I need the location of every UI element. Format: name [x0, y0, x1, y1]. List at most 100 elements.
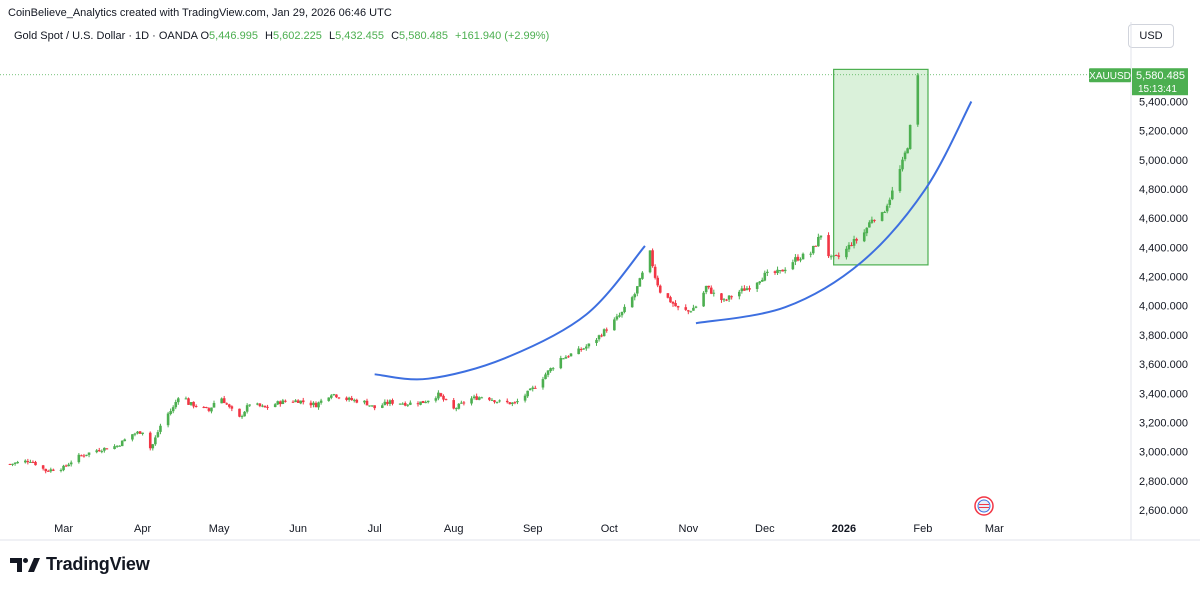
- candle[interactable]: [653, 264, 657, 280]
- candle[interactable]: [709, 285, 713, 295]
- candle[interactable]: [891, 186, 894, 201]
- candle[interactable]: [13, 462, 17, 466]
- candle[interactable]: [327, 397, 331, 402]
- candle[interactable]: [421, 400, 425, 404]
- candle[interactable]: [837, 252, 841, 260]
- candle[interactable]: [434, 396, 438, 403]
- currency-selector[interactable]: USD: [1128, 24, 1174, 48]
- candle[interactable]: [248, 404, 251, 407]
- candle[interactable]: [370, 405, 374, 407]
- candle[interactable]: [222, 395, 226, 404]
- candle[interactable]: [727, 295, 731, 303]
- candle[interactable]: [103, 447, 106, 453]
- candle[interactable]: [276, 400, 280, 406]
- candle[interactable]: [707, 285, 710, 290]
- candle[interactable]: [355, 398, 359, 404]
- candle[interactable]: [62, 464, 65, 472]
- candle[interactable]: [159, 423, 162, 435]
- candle[interactable]: [888, 197, 892, 208]
- candle[interactable]: [230, 405, 234, 412]
- candle[interactable]: [299, 400, 302, 405]
- candle[interactable]: [403, 401, 407, 407]
- candle[interactable]: [523, 393, 527, 403]
- candle[interactable]: [345, 396, 348, 402]
- candle[interactable]: [613, 317, 616, 331]
- candle[interactable]: [439, 392, 443, 398]
- candle[interactable]: [633, 292, 637, 301]
- candle[interactable]: [602, 328, 606, 337]
- candle[interactable]: [319, 398, 323, 405]
- candle[interactable]: [508, 401, 512, 405]
- candle[interactable]: [444, 398, 448, 401]
- candle[interactable]: [498, 399, 501, 403]
- candle[interactable]: [794, 254, 797, 266]
- candle[interactable]: [347, 396, 351, 402]
- candle[interactable]: [202, 406, 206, 409]
- candle[interactable]: [77, 453, 81, 464]
- candle[interactable]: [620, 311, 624, 318]
- candle[interactable]: [123, 438, 127, 442]
- candle[interactable]: [692, 304, 695, 311]
- candle[interactable]: [773, 270, 777, 275]
- candle[interactable]: [46, 469, 50, 472]
- candle[interactable]: [416, 401, 420, 407]
- candle[interactable]: [437, 390, 440, 401]
- candle[interactable]: [16, 460, 19, 464]
- candle[interactable]: [462, 400, 466, 406]
- candle[interactable]: [641, 271, 644, 280]
- candle[interactable]: [406, 404, 410, 407]
- candle[interactable]: [258, 403, 262, 408]
- candle[interactable]: [630, 295, 634, 308]
- candle[interactable]: [832, 255, 835, 260]
- candle[interactable]: [648, 250, 652, 274]
- candle[interactable]: [212, 400, 216, 408]
- candle[interactable]: [477, 396, 481, 401]
- candle[interactable]: [595, 337, 598, 346]
- candle[interactable]: [373, 405, 376, 411]
- candle[interactable]: [52, 468, 55, 472]
- candle[interactable]: [80, 454, 83, 457]
- candle[interactable]: [138, 431, 142, 434]
- candle[interactable]: [722, 298, 726, 302]
- candle[interactable]: [551, 366, 555, 371]
- candle[interactable]: [674, 300, 677, 307]
- candle[interactable]: [44, 468, 47, 474]
- candle[interactable]: [312, 401, 315, 408]
- candle[interactable]: [314, 401, 318, 408]
- candle[interactable]: [279, 400, 282, 407]
- candle[interactable]: [220, 397, 223, 404]
- candle[interactable]: [294, 399, 297, 403]
- candle[interactable]: [210, 407, 213, 414]
- candle[interactable]: [569, 352, 573, 357]
- candle[interactable]: [317, 401, 320, 410]
- candle[interactable]: [460, 400, 463, 404]
- candle[interactable]: [154, 435, 157, 446]
- candle[interactable]: [409, 400, 412, 406]
- candle[interactable]: [136, 431, 139, 435]
- candle[interactable]: [829, 254, 833, 260]
- candle[interactable]: [243, 410, 246, 417]
- candle[interactable]: [454, 407, 458, 412]
- candle[interactable]: [720, 293, 723, 303]
- candle[interactable]: [852, 235, 856, 249]
- candle[interactable]: [799, 257, 802, 263]
- candle[interactable]: [763, 270, 767, 282]
- candle[interactable]: [490, 398, 494, 401]
- candle[interactable]: [819, 235, 823, 240]
- candle[interactable]: [669, 295, 672, 303]
- candle[interactable]: [511, 402, 514, 407]
- candle[interactable]: [480, 396, 484, 399]
- candle[interactable]: [457, 403, 461, 410]
- candle[interactable]: [238, 408, 241, 418]
- candle[interactable]: [847, 242, 851, 253]
- candle[interactable]: [738, 289, 741, 300]
- candle[interactable]: [266, 404, 269, 410]
- candle[interactable]: [791, 259, 795, 271]
- candle[interactable]: [903, 150, 907, 162]
- candle[interactable]: [281, 398, 285, 405]
- candle[interactable]: [67, 462, 70, 467]
- candle[interactable]: [177, 397, 180, 405]
- candle[interactable]: [702, 291, 705, 307]
- highlight-zone[interactable]: [833, 68, 929, 266]
